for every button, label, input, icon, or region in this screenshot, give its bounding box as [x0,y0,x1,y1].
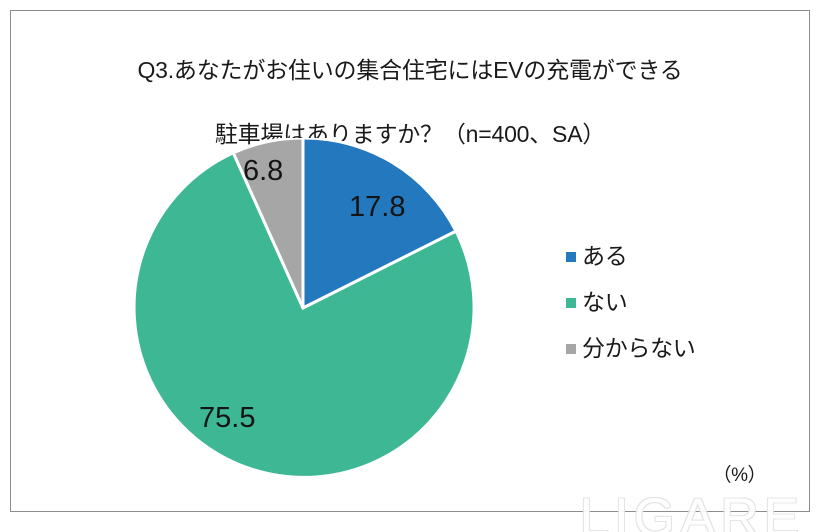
legend-item-nai[interactable]: ない [566,279,766,325]
legend-swatch-icon [566,252,576,262]
pie-label-aru: 17.8 [349,191,406,223]
pie-slice-wakaranai [231,138,305,309]
legend-label-aru: ある [582,242,628,269]
pie-chart: 17.8 75.5 6.8 [133,138,473,478]
legend-item-aru[interactable]: ある [566,233,766,279]
chart-legend: ある ない 分からない [566,233,766,371]
chart-title-line-1: Q3.あなたがお住いの集合住宅にはEVの充電ができる [137,57,683,83]
watermark-ligare: LIGARE [579,488,804,532]
legend-label-wakaranai: 分からない [582,334,696,361]
pie-label-wakaranai: 6.8 [243,155,284,187]
legend-label-nai: ない [582,288,628,315]
legend-item-wakaranai[interactable]: 分からない [566,325,766,371]
legend-swatch-icon [566,344,576,354]
unit-note: （%） [712,465,767,486]
pie-label-nai: 75.5 [199,402,256,434]
pie-slice-nai [133,150,473,478]
legend-swatch-icon [566,298,576,308]
pie-slice-aru [301,138,458,311]
pie-chart-svg [133,138,473,478]
